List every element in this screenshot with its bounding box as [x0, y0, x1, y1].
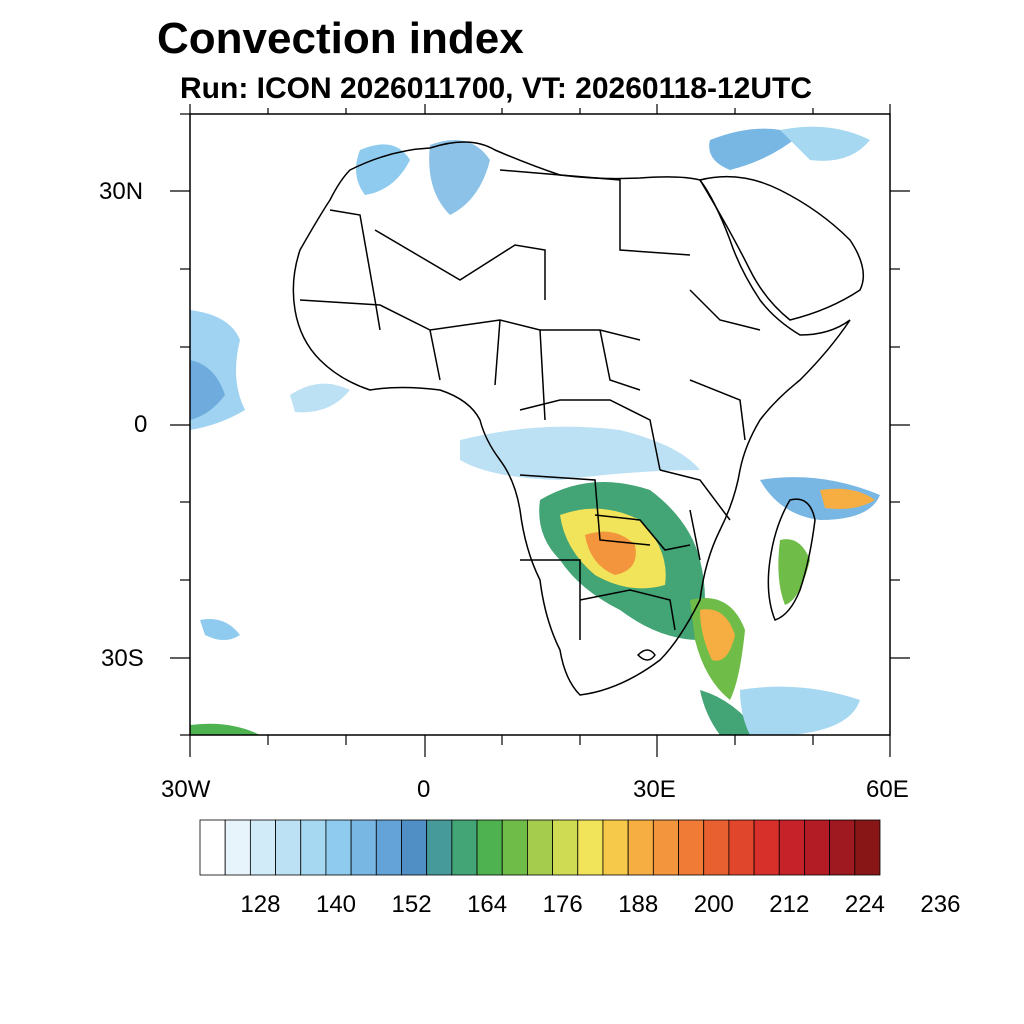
colorbar-swatch — [753, 819, 780, 876]
colorbar-labels: 128 140 152 164 176 188 200 212 224 236 — [240, 891, 960, 918]
border-central — [429, 319, 641, 421]
colorbar-swatch — [426, 819, 453, 876]
colorbar-swatch — [476, 819, 503, 876]
colorbar-swatch — [602, 819, 629, 876]
field-patch-levant — [780, 126, 870, 161]
colorbar-swatch — [375, 819, 402, 876]
lesotho — [636, 649, 656, 661]
colorbar-label: 152 — [392, 891, 432, 918]
colorbar-label: 128 — [240, 891, 280, 918]
field-patch-gulf-guinea — [290, 383, 350, 413]
field-patch-algeria — [429, 140, 490, 215]
border-congo — [519, 399, 661, 471]
field-patch-madagascar-east — [778, 539, 810, 605]
colorbar-swatch — [678, 819, 705, 876]
colorbar-swatch — [854, 819, 881, 876]
colorbar-swatch — [501, 819, 528, 876]
lon-label-60e: 60E — [866, 776, 909, 803]
colorbar-swatch — [325, 819, 352, 876]
colorbar-swatch — [401, 819, 428, 876]
field-patch-madagascar — [760, 477, 880, 520]
lon-label-30w: 30W — [161, 776, 211, 803]
colorbar-label: 164 — [467, 891, 507, 918]
border-sahara-1 — [329, 209, 381, 331]
arabian-peninsula — [698, 175, 865, 321]
field-patch-moz-channel-tail — [700, 690, 760, 735]
colorbar-swatch — [552, 819, 579, 876]
colorbar-swatch — [300, 819, 327, 876]
map-frame — [189, 113, 891, 736]
border-east — [689, 289, 761, 441]
lat-ticks-right — [890, 190, 910, 659]
lat-label-30s: 30S — [101, 645, 144, 672]
colorbar-swatch — [728, 819, 755, 876]
field-patch-congo-belt — [460, 426, 700, 480]
field-patch-sw-atlantic — [200, 619, 240, 640]
colorbar-swatch — [451, 819, 478, 876]
lon-label-30e: 30E — [633, 776, 676, 803]
colorbar-swatch — [577, 819, 604, 876]
colorbar-swatch — [527, 819, 553, 876]
border-angola — [519, 474, 651, 546]
colorbar-swatch — [350, 819, 377, 876]
colorbar-swatch — [829, 819, 856, 876]
colorbar-swatch — [703, 819, 730, 876]
field-patch-med-east — [709, 128, 800, 170]
colorbar-label: 176 — [543, 891, 583, 918]
colorbar-label: 140 — [316, 891, 356, 918]
map-title: Convection index — [157, 14, 524, 63]
colorbar-swatch — [804, 819, 831, 876]
colorbar-swatch — [275, 819, 302, 876]
colorbar — [199, 819, 881, 876]
madagascar-coastline — [767, 498, 816, 621]
colorbar-swatch — [199, 819, 226, 876]
colorbar-label: 224 — [845, 891, 885, 918]
field-patch-morocco — [356, 144, 410, 195]
colorbar-label: 212 — [769, 891, 809, 918]
field-patch-atlantic-west-core — [190, 360, 225, 420]
field-patch-madagascar-core — [820, 488, 875, 509]
border-tanzania — [659, 469, 731, 561]
map-subtitle: Run: ICON 2026011700, VT: 20260118-12UTC — [180, 72, 813, 105]
border-sahel — [299, 299, 641, 341]
colorbar-label: 236 — [920, 891, 960, 918]
convection-field — [190, 126, 880, 735]
colorbar-swatch — [224, 819, 251, 876]
colorbar-label: 200 — [694, 891, 734, 918]
field-patch-sw-corner — [190, 723, 260, 735]
field-patch-mozambique-core — [700, 609, 735, 661]
colorbar-swatch — [249, 819, 276, 876]
lat-label-30n: 30N — [99, 178, 144, 205]
border-libya-egypt — [499, 169, 691, 256]
lon-ticks-bottom — [189, 735, 891, 757]
border-zambezi — [594, 514, 691, 551]
border-sahara-2 — [374, 229, 546, 300]
lon-ticks-top — [189, 104, 891, 114]
colorbar-swatch — [778, 819, 805, 876]
colorbar-swatch — [652, 819, 679, 876]
field-patch-sw-indian — [740, 686, 860, 735]
colorbar-swatch — [627, 819, 654, 876]
africa-coastline — [292, 141, 851, 696]
colorbar-label: 188 — [618, 891, 658, 918]
coastlines-borders — [292, 141, 865, 696]
lat-ticks-left — [170, 113, 190, 736]
border-south — [520, 559, 676, 640]
lon-label-0: 0 — [417, 776, 431, 803]
lat-label-0: 0 — [134, 411, 148, 438]
